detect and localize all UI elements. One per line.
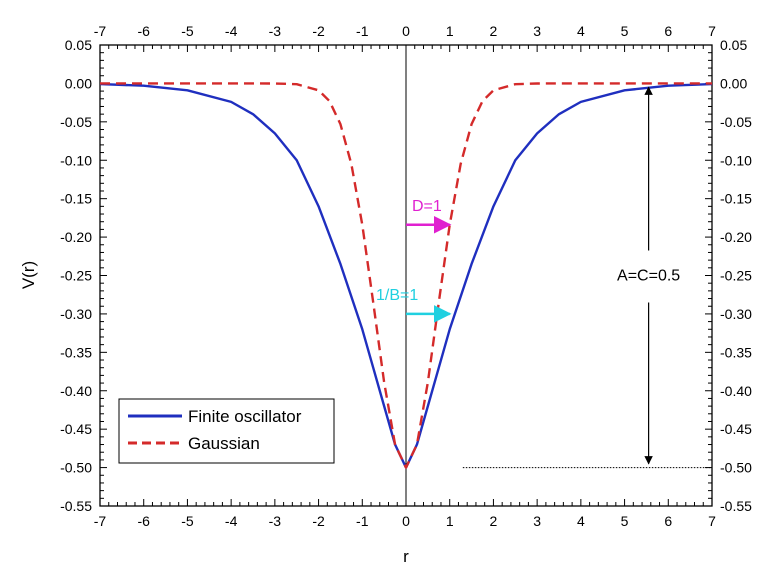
y-tick-label-right: -0.15 — [720, 191, 752, 207]
x-tick-label-bottom: -4 — [225, 513, 238, 529]
legend-label-finite-oscillator: Finite oscillator — [188, 407, 302, 426]
y-tick-label-left: -0.40 — [60, 383, 92, 399]
y-tick-label-left: -0.05 — [60, 114, 92, 130]
y-tick-label-left: -0.55 — [60, 498, 92, 514]
legend-label-gaussian: Gaussian — [188, 434, 260, 453]
y-tick-label-right: -0.50 — [720, 460, 752, 476]
y-tick-label-left: -0.30 — [60, 306, 92, 322]
y-tick-label-left: -0.25 — [60, 268, 92, 284]
x-tick-label-bottom: -5 — [181, 513, 194, 529]
x-tick-label-bottom: 5 — [621, 513, 629, 529]
b-label: 1/B=1 — [376, 287, 418, 304]
tick-labels: -7 -7 -6 -6 -5 -5 -4 -4 -3 -3 -2 -2 -1 -1 0 0 1 1 2 2 3 3 4 4 5 5… — [60, 23, 752, 529]
y-tick-label-right: -0.25 — [720, 268, 752, 284]
y-tick-label-right: 0.05 — [720, 37, 747, 53]
y-tick-label-left: -0.45 — [60, 421, 92, 437]
x-tick-label-top: 7 — [708, 23, 716, 39]
x-tick-label-bottom: 2 — [490, 513, 498, 529]
x-tick-label-top: 2 — [490, 23, 498, 39]
x-tick-label-top: 1 — [446, 23, 454, 39]
a-label: A=C=0.5 — [617, 268, 680, 285]
x-tick-label-top: -7 — [94, 23, 107, 39]
x-tick-label-bottom: 6 — [664, 513, 672, 529]
x-tick-label-bottom: -2 — [312, 513, 325, 529]
y-tick-label-right: -0.40 — [720, 383, 752, 399]
x-tick-label-top: 5 — [621, 23, 629, 39]
x-axis-title: r — [403, 547, 409, 566]
annotations: D=1 1/B=1 A=C=0.5 — [376, 86, 712, 469]
y-tick-label-left: -0.20 — [60, 229, 92, 245]
y-tick-label-right: -0.55 — [720, 498, 752, 514]
y-tick-label-left: -0.15 — [60, 191, 92, 207]
x-tick-label-bottom: 1 — [446, 513, 454, 529]
y-tick-label-right: -0.05 — [720, 114, 752, 130]
ticks — [99, 44, 713, 507]
y-tick-label-left: 0.05 — [65, 37, 92, 53]
x-tick-label-bottom: -3 — [269, 513, 282, 529]
y-tick-label-right: -0.45 — [720, 421, 752, 437]
x-tick-label-bottom: -7 — [94, 513, 107, 529]
x-tick-label-top: -5 — [181, 23, 194, 39]
x-tick-label-top: 6 — [664, 23, 672, 39]
y-tick-label-right: -0.30 — [720, 306, 752, 322]
y-tick-label-right: -0.35 — [720, 344, 752, 360]
x-tick-label-top: -3 — [269, 23, 282, 39]
y-tick-label-right: 0.00 — [720, 75, 747, 91]
y-tick-label-left: -0.35 — [60, 344, 92, 360]
x-tick-label-top: 3 — [533, 23, 541, 39]
legend-box — [118, 398, 335, 464]
y-tick-label-right: -0.10 — [720, 152, 752, 168]
y-tick-label-left: 0.00 — [65, 75, 92, 91]
y-tick-label-left: -0.50 — [60, 460, 92, 476]
x-tick-label-top: -2 — [312, 23, 325, 39]
series-gaussian — [99, 82, 713, 469]
x-tick-label-top: -6 — [137, 23, 150, 39]
series — [99, 82, 713, 469]
x-tick-label-bottom: 0 — [402, 513, 410, 529]
x-tick-label-bottom: 4 — [577, 513, 585, 529]
y-tick-label-left: -0.10 — [60, 152, 92, 168]
x-tick-label-bottom: -1 — [356, 513, 369, 529]
x-tick-label-top: 4 — [577, 23, 585, 39]
d-label: D=1 — [412, 198, 442, 215]
x-tick-label-bottom: 7 — [708, 513, 716, 529]
x-tick-label-top: -1 — [356, 23, 369, 39]
x-tick-label-top: -4 — [225, 23, 238, 39]
x-tick-label-bottom: 3 — [533, 513, 541, 529]
x-tick-label-top: 0 — [402, 23, 410, 39]
x-tick-label-bottom: -6 — [137, 513, 150, 529]
legend: Finite oscillator Gaussian — [118, 398, 335, 464]
y-axis-title: V(r) — [19, 261, 38, 289]
y-tick-label-right: -0.20 — [720, 229, 752, 245]
